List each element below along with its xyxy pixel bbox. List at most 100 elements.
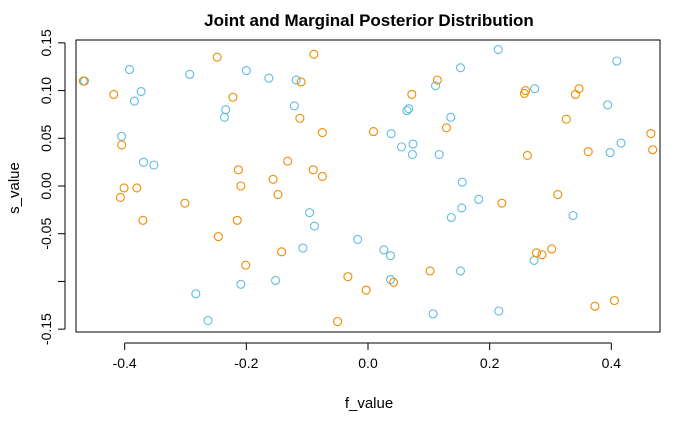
scatter-point [317, 171, 327, 182]
plot-frame [75, 39, 661, 333]
series-1 [79, 44, 626, 326]
scatter-point [289, 101, 299, 111]
series-2 [78, 49, 658, 327]
scatter-point [119, 183, 129, 193]
scatter-point [283, 156, 293, 166]
x-tick-label: 0.0 [358, 355, 378, 371]
scatter-point [529, 255, 539, 265]
x-axis: -0.4 -0.2 0.0 0.2 0.4 [113, 342, 622, 371]
scatter-point [648, 145, 658, 155]
scatter-point [609, 295, 619, 306]
y-tick-label: 0.05 [38, 124, 54, 151]
scatter-point [385, 274, 396, 285]
scatter-point [264, 73, 274, 83]
scatter-point [233, 165, 243, 175]
scatter-point [291, 75, 301, 85]
scatter-point [407, 149, 417, 160]
x-tick-label: 0.2 [480, 355, 500, 371]
x-tick-label: -0.2 [234, 355, 258, 371]
scatter-point [646, 128, 656, 139]
scatter-point [388, 277, 399, 287]
scatter-point [590, 301, 600, 311]
scatter-point [494, 306, 504, 316]
scatter-point [441, 123, 452, 133]
scatter-point [273, 190, 283, 200]
scatter-point [605, 148, 615, 158]
y-tick-label: -0.15 [38, 313, 54, 345]
scatter-point [298, 243, 308, 253]
scatter-point [402, 106, 412, 116]
scatter-point [425, 266, 435, 276]
scatter-point [191, 289, 201, 299]
scatter-point [309, 49, 319, 59]
scatter-point [270, 275, 281, 286]
scatter-point [603, 100, 613, 110]
scatter-point [212, 52, 222, 62]
x-tick-label: 0.4 [602, 355, 622, 371]
scatter-point [241, 65, 251, 76]
y-tick-label: -0.05 [38, 218, 54, 250]
scatter-point [333, 316, 343, 327]
scatter-point [78, 76, 88, 86]
scatter-point [531, 248, 542, 258]
scatter-point [616, 138, 626, 148]
scatter-point [385, 251, 396, 261]
scatter-point [497, 198, 507, 208]
scatter-point [277, 247, 287, 257]
scatter-point [537, 250, 547, 260]
scatter-point [474, 194, 484, 204]
scatter-point [530, 84, 540, 94]
scatter-point [432, 75, 442, 85]
scatter-point [522, 150, 532, 161]
scatter-point [317, 128, 327, 138]
scatter-point [132, 183, 142, 193]
scatter-point [117, 131, 127, 141]
scatter-point [407, 89, 417, 99]
scatter-point [138, 157, 149, 167]
y-axis: -0.15 -0.05 0.00 0.05 0.10 0.15 [38, 29, 66, 345]
scatter-point [149, 160, 159, 170]
scatter-point [124, 65, 135, 75]
scatter-point [221, 105, 231, 115]
scatter-point [379, 245, 389, 255]
scatter-point [493, 44, 503, 55]
scatter-point [574, 84, 584, 94]
scatter-point [343, 272, 353, 282]
scatter-point [219, 112, 229, 122]
scatter-point [583, 147, 593, 157]
scatter-point [396, 142, 407, 152]
scatter-point [428, 309, 438, 319]
scatter-point [117, 140, 127, 150]
y-tick-label: 0.00 [38, 172, 54, 199]
scatter-point [241, 260, 251, 270]
x-axis-label: f_value [345, 395, 393, 412]
scatter-point [213, 232, 223, 242]
scatter-point [457, 203, 467, 213]
y-tick-label: 0.10 [38, 77, 54, 104]
scatter-point [361, 285, 371, 295]
scatter-point [203, 315, 213, 326]
scatter-point [434, 149, 444, 160]
scatter-point [185, 69, 195, 79]
scatter-point [553, 190, 563, 200]
scatter-point [308, 165, 318, 175]
scatter-point [368, 127, 379, 137]
scatter-point [568, 211, 578, 221]
scatter-point [236, 181, 246, 191]
scatter-point [138, 215, 148, 225]
scatter-point [353, 234, 363, 244]
scatter-point [228, 92, 238, 102]
chart-title: Joint and Marginal Posterior Distributio… [204, 11, 534, 30]
scatter-point [129, 96, 139, 106]
scatter-point [109, 89, 119, 99]
scatter-point [115, 192, 125, 203]
scatter-point [430, 81, 441, 91]
scatter-points [78, 44, 658, 327]
scatter-point [305, 208, 315, 218]
scatter-point [136, 86, 146, 97]
scatter-point [296, 77, 306, 87]
scatter-point [547, 244, 557, 254]
scatter-point [612, 56, 622, 66]
y-tick-label: 0.15 [38, 29, 54, 56]
